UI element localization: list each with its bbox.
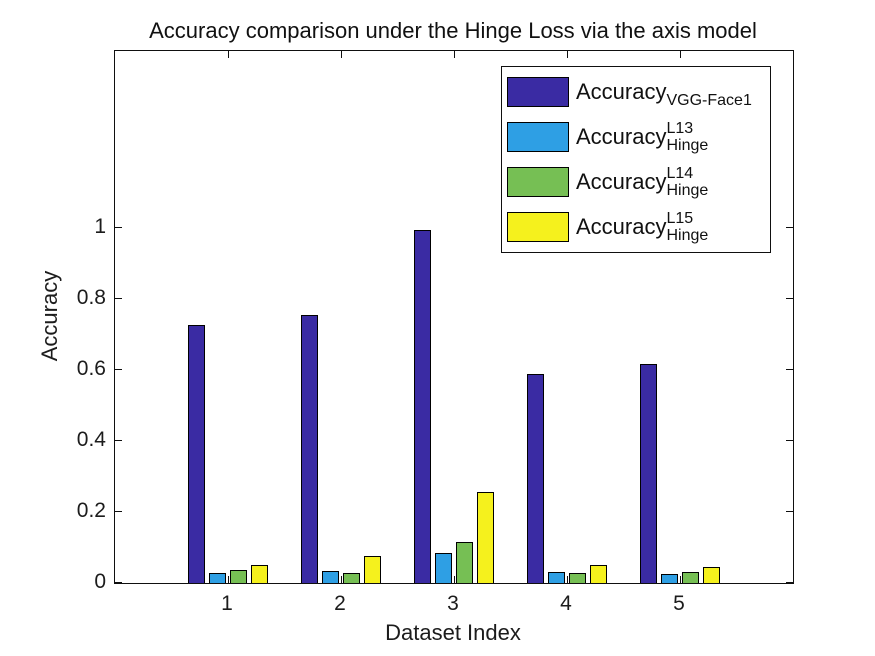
bar-accuracy-hinge-l13-x1 [209, 572, 226, 583]
y-tick-label-0: 0 [94, 570, 106, 593]
bar-accuracy-hinge-l15-x5 [703, 566, 720, 583]
x-tick-label-4: 4 [560, 592, 572, 615]
x-tick-label-5: 5 [673, 592, 685, 615]
y-tick-mark-right-0.2 [786, 511, 793, 513]
legend-label-accuracy-vgg-face1: Accuracy VGG-Face1 [576, 75, 752, 109]
bar-group-3 [414, 230, 494, 583]
legend-swatch-accuracy-vgg-face1 [507, 76, 569, 107]
y-tick-label-0.6: 0.6 [76, 357, 106, 381]
bar-accuracy-hinge-l14-x2 [343, 573, 360, 583]
bar-accuracy-hinge-l13-x5 [661, 574, 678, 583]
legend-label-subscript: Hinge [666, 227, 709, 245]
y-tick-mark-right-0.8 [786, 298, 793, 300]
legend-label-scripts: L15 Hinge [666, 210, 708, 244]
x-tick-mark-bottom-5 [680, 576, 681, 583]
x-tick-mark-top-3 [454, 51, 455, 58]
x-tick-label-1: 1 [221, 592, 233, 615]
y-tick-label-1: 1 [94, 215, 106, 239]
bar-accuracy-hinge-l15-x1 [251, 564, 268, 583]
y-tick-mark-right-0.6 [786, 369, 793, 371]
legend-label-main: Accuracy [576, 78, 667, 104]
y-tick-mark-right-0 [786, 582, 793, 583]
legend-label-superscript: L13 [666, 119, 694, 137]
legend-label-scripts: L14 Hinge [666, 165, 708, 199]
bar-accuracy-hinge-l14-x1 [230, 569, 247, 583]
bar-accuracy-hinge-l13-x4 [548, 572, 565, 583]
x-tick-mark-bottom-3 [454, 576, 455, 583]
bar-accuracy-hinge-l13-x2 [322, 570, 339, 583]
legend-item-accuracy-vgg-face1: Accuracy VGG-Face1 [502, 72, 770, 112]
legend-label-scripts: VGG-Face1 [666, 75, 751, 109]
legend-label-main: Accuracy [576, 123, 667, 149]
bar-group-5 [640, 363, 720, 583]
y-tick-mark-left-0.4 [115, 440, 122, 442]
legend-swatch-accuracy-hinge-l13 [507, 121, 569, 152]
bar-accuracy-hinge-l15-x3 [477, 491, 494, 583]
legend-label-superscript: L14 [666, 165, 694, 183]
legend-swatch-accuracy-hinge-l14 [507, 167, 569, 198]
bar-accuracy-vgg-face1-x1 [188, 324, 205, 583]
x-tick-label-2: 2 [334, 592, 346, 615]
bar-accuracy-hinge-l13-x3 [435, 552, 452, 583]
legend-label-accuracy-hinge-l14: Accuracy L14 Hinge [576, 165, 708, 199]
y-tick-mark-left-0 [115, 582, 122, 583]
y-tick-mark-left-1 [115, 227, 122, 229]
bar-accuracy-hinge-l15-x2 [364, 556, 381, 583]
legend-item-accuracy-hinge-l13: Accuracy L13 Hinge [502, 117, 770, 157]
legend-label-subscript: Hinge [666, 136, 709, 154]
legend-label-scripts: L13 Hinge [666, 120, 708, 154]
bar-accuracy-vgg-face1-x4 [527, 373, 544, 583]
y-axis-label: Accuracy [37, 270, 62, 362]
y-tick-mark-right-0.4 [786, 440, 793, 442]
legend-label-superscript: L15 [666, 210, 694, 228]
x-tick-mark-bottom-4 [567, 576, 568, 583]
bar-accuracy-hinge-l15-x4 [590, 565, 607, 583]
legend-label-subscript: VGG-Face1 [666, 91, 752, 109]
x-tick-mark-bottom-1 [228, 576, 229, 583]
x-axis-label: Dataset Index [385, 620, 521, 645]
bar-group-1 [188, 324, 268, 583]
x-tick-mark-top-5 [680, 51, 681, 58]
bar-accuracy-hinge-l14-x3 [456, 542, 473, 583]
legend-label-main: Accuracy [576, 169, 667, 195]
bar-group-2 [301, 314, 381, 583]
legend-swatch-accuracy-hinge-l15 [507, 212, 569, 243]
y-tick-mark-left-0.8 [115, 298, 122, 300]
y-tick-mark-left-0.6 [115, 369, 122, 371]
legend-label-superscript [666, 75, 751, 92]
bar-accuracy-vgg-face1-x3 [414, 230, 431, 583]
y-tick-mark-left-0.2 [115, 511, 122, 513]
x-tick-mark-top-2 [341, 51, 342, 58]
bar-accuracy-hinge-l14-x4 [569, 573, 586, 583]
y-tick-label-0.4: 0.4 [76, 428, 106, 452]
legend-label-accuracy-hinge-l15: Accuracy L15 Hinge [576, 210, 708, 244]
x-tick-mark-top-4 [567, 51, 568, 58]
y-tick-label-0.2: 0.2 [76, 499, 106, 523]
legend: Accuracy VGG-Face1 Accuracy L13 Hinge Accurac… [501, 66, 771, 253]
legend-item-accuracy-hinge-l14: Accuracy L14 Hinge [502, 162, 770, 202]
bar-accuracy-vgg-face1-x2 [301, 314, 318, 583]
bar-accuracy-vgg-face1-x5 [640, 363, 657, 583]
legend-label-main: Accuracy [576, 214, 667, 240]
chart-title: Accuracy comparison under the Hinge Loss… [149, 18, 757, 43]
legend-label-subscript: Hinge [666, 182, 709, 200]
y-tick-label-0.8: 0.8 [76, 286, 106, 310]
x-tick-mark-bottom-2 [341, 576, 342, 583]
bar-group-4 [527, 373, 607, 583]
x-tick-mark-top-1 [228, 51, 229, 58]
x-tick-label-3: 3 [447, 592, 459, 615]
legend-item-accuracy-hinge-l15: Accuracy L15 Hinge [502, 207, 770, 247]
bar-accuracy-hinge-l14-x5 [682, 571, 699, 583]
y-tick-mark-right-1 [786, 227, 793, 229]
legend-label-accuracy-hinge-l13: Accuracy L13 Hinge [576, 120, 708, 154]
